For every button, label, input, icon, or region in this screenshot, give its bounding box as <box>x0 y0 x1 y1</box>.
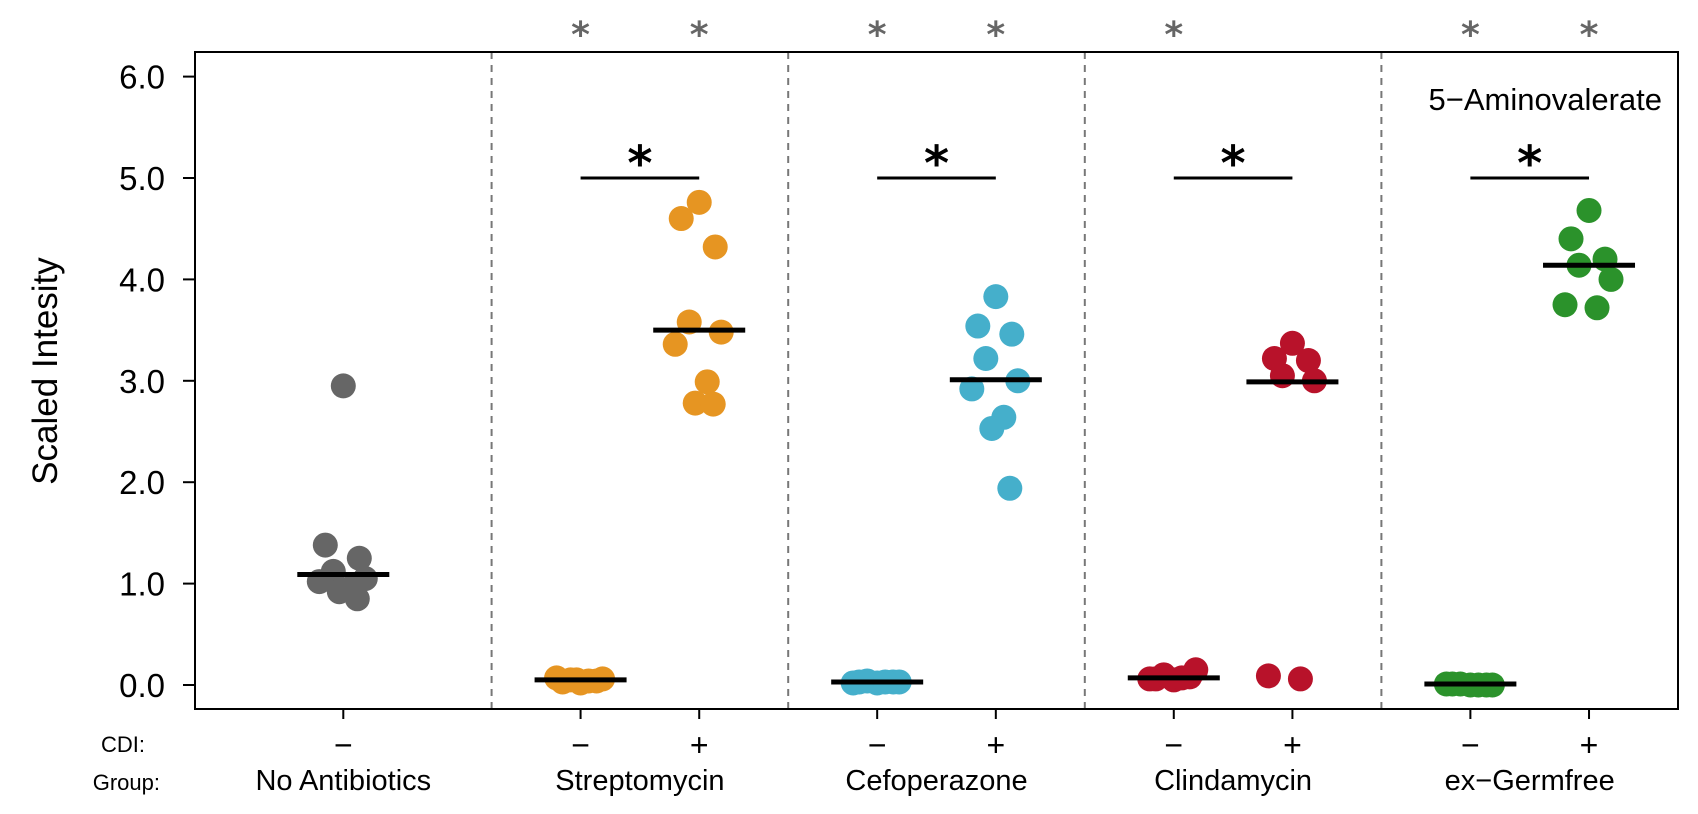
chart-annotation: 5−Aminovalerate <box>1429 82 1663 117</box>
y-tick-label-0: 0.0 <box>119 667 165 704</box>
data-point <box>694 369 720 395</box>
data-point <box>702 234 728 260</box>
data-point <box>1598 266 1624 292</box>
top-significance-star: * <box>690 15 709 56</box>
y-tick-label-1: 1.0 <box>119 566 165 603</box>
data-point <box>1584 295 1610 321</box>
data-point <box>1269 363 1295 389</box>
top-significance-star: * <box>571 15 590 56</box>
bracket-significance-star: * <box>1221 136 1246 192</box>
y-tick-label-2: 2.0 <box>119 464 165 501</box>
data-point <box>330 373 356 399</box>
data-points <box>306 189 1624 698</box>
data-point <box>662 331 688 357</box>
top-significance-star: * <box>1164 15 1183 56</box>
data-point <box>344 586 370 612</box>
cdi-sign-label: − <box>1164 727 1183 763</box>
y-tick-label-4: 4.0 <box>119 261 165 298</box>
x-axis: CDI: Group: −No Antibiotics− +Streptomyci… <box>93 709 1615 797</box>
data-point <box>973 345 999 371</box>
cdi-row-label: CDI: <box>101 732 145 757</box>
cdi-sign-label: − <box>571 727 590 763</box>
y-tick-label-3: 3.0 <box>119 363 165 400</box>
data-point <box>1576 197 1602 223</box>
cdi-sign-label: + <box>986 727 1005 763</box>
data-point <box>1287 666 1313 692</box>
top-significance-star: * <box>1580 15 1599 56</box>
bracket-significance-star: * <box>627 136 652 192</box>
cdi-sign-label: + <box>1283 727 1302 763</box>
data-point <box>1255 663 1281 689</box>
group-row-label: Group: <box>93 770 160 795</box>
group-label: Streptomycin <box>555 765 724 797</box>
data-point <box>668 206 694 232</box>
bracket-significance-star: * <box>924 136 949 192</box>
data-point <box>1295 348 1321 374</box>
top-significance-star: * <box>1461 15 1480 56</box>
group-label: Cefoperazone <box>845 765 1027 797</box>
cdi-sign-label: − <box>334 727 353 763</box>
group-label: ex−Germfree <box>1445 765 1615 797</box>
top-significance-star: * <box>986 15 1005 56</box>
cdi-sign-label: − <box>1461 727 1480 763</box>
data-point <box>686 189 712 215</box>
group-label: No Antibiotics <box>255 765 431 797</box>
data-point <box>965 313 991 339</box>
data-point <box>999 321 1025 347</box>
cdi-sign-label: + <box>690 727 709 763</box>
data-point <box>1552 292 1578 318</box>
y-axis-title: Scaled Intesity <box>26 257 65 485</box>
data-point <box>959 376 985 402</box>
y-axis: 0.0 1.0 2.0 3.0 4.0 5.0 6.0 <box>119 59 195 704</box>
bracket-significance-star: * <box>1517 136 1542 192</box>
top-significance-star: * <box>868 15 887 56</box>
data-point <box>682 390 708 416</box>
data-point <box>346 545 372 571</box>
data-point <box>312 532 338 558</box>
data-point <box>1558 226 1584 252</box>
data-point <box>1279 330 1305 356</box>
data-point <box>997 475 1023 501</box>
significance-markers: * * * * * * * * * * * <box>571 15 1598 192</box>
y-tick-label-5: 5.0 <box>119 160 165 197</box>
cdi-sign-label: + <box>1580 727 1599 763</box>
data-point <box>979 415 1005 441</box>
data-point <box>983 284 1009 310</box>
y-tick-label-6: 6.0 <box>119 59 165 96</box>
data-point <box>700 391 726 417</box>
group-label: Clindamycin <box>1154 765 1312 797</box>
median-lines <box>297 262 1636 687</box>
cdi-sign-label: − <box>868 727 887 763</box>
group-separators <box>490 52 1383 709</box>
